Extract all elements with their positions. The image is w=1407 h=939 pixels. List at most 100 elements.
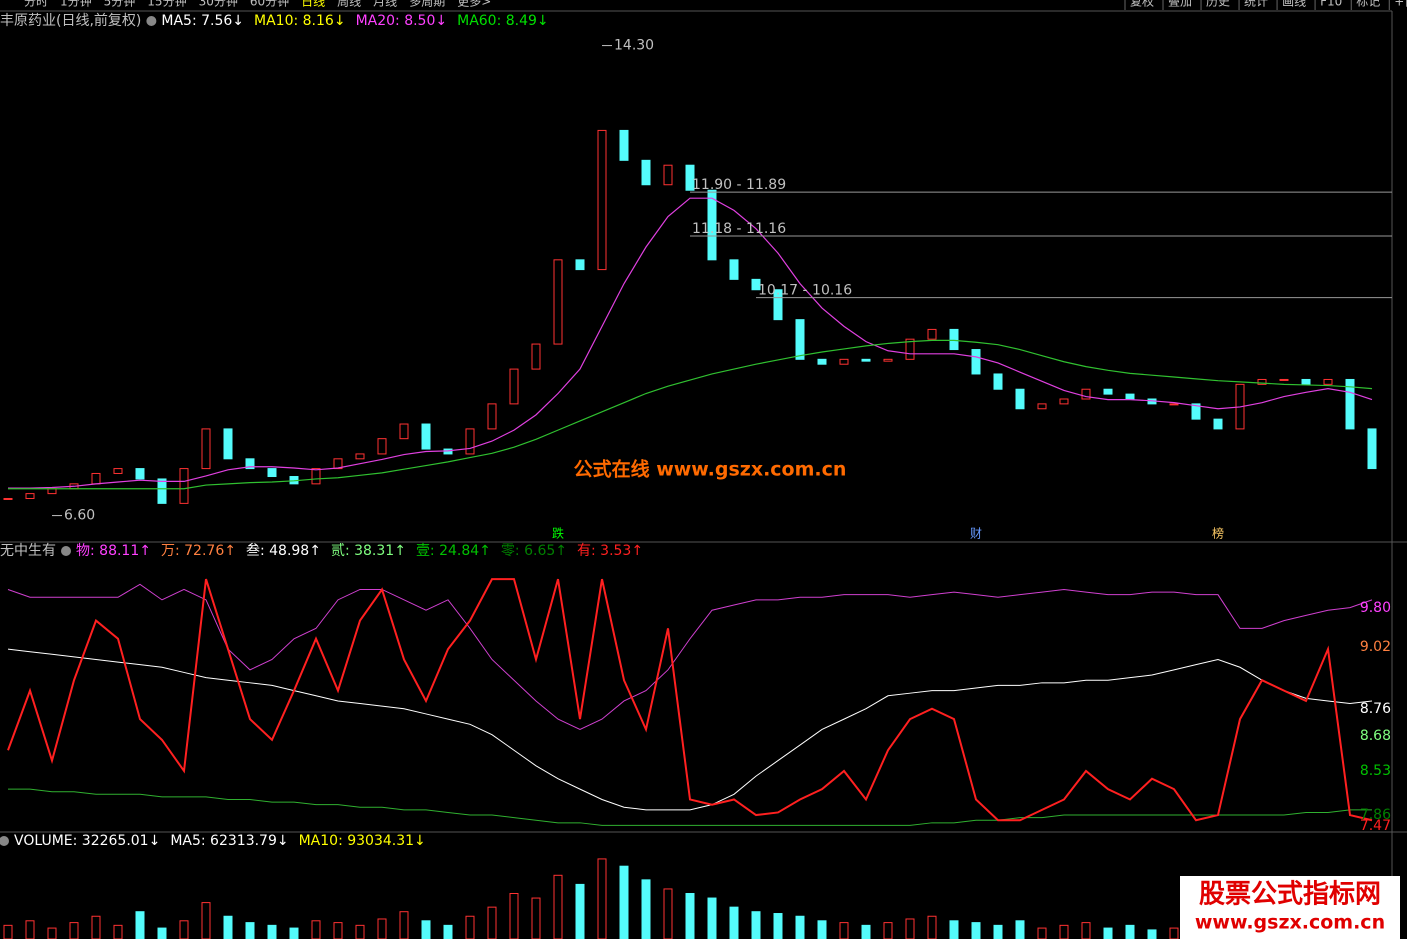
end-label: 9.02 (1360, 639, 1391, 655)
toolbar-tab[interactable]: 日线 (301, 0, 325, 9)
toolbar-button[interactable]: 标记 (1356, 0, 1380, 9)
price-level-label: 11.18 - 11.16 (692, 221, 786, 237)
volume-bar (487, 906, 497, 939)
volume-bar (465, 915, 475, 939)
toolbar-tab[interactable]: 15分钟 (147, 0, 186, 9)
candle (619, 129, 629, 161)
volume-bar (3, 924, 13, 939)
volume-bar (949, 920, 959, 939)
volume-bar (377, 918, 387, 939)
toolbar-button[interactable]: 叠加 (1168, 0, 1192, 9)
candle (1191, 403, 1201, 420)
toolbar-button[interactable]: F10 (1320, 0, 1342, 9)
volume-bar (223, 915, 233, 939)
candle (641, 159, 651, 186)
legend-entry: VOLUME: 32265.01↓ (14, 833, 160, 849)
toolbar-tab[interactable]: 5分钟 (104, 0, 136, 9)
candle (817, 358, 827, 365)
volume-bar (135, 911, 145, 939)
toolbar-tab[interactable]: 月线 (373, 0, 397, 9)
candle (47, 488, 57, 495)
legend-entry: 万: 72.76↑ (161, 543, 236, 559)
toolbar-tab[interactable]: 1分钟 (60, 0, 92, 9)
volume-bar (1081, 922, 1091, 939)
legend-entry: 物: 88.11↑ (76, 543, 151, 559)
toolbar-tab[interactable]: 30分钟 (199, 0, 238, 9)
panel-toggle[interactable] (61, 546, 71, 556)
panel-toggle[interactable] (146, 16, 157, 26)
volume-bar (47, 927, 57, 939)
candle (1125, 393, 1135, 400)
candle (421, 423, 431, 450)
volume-bar (289, 927, 299, 939)
candle (729, 259, 739, 280)
end-label: 9.80 (1360, 600, 1391, 616)
volume-bar (641, 879, 651, 939)
candle (157, 478, 167, 504)
extreme-label: 6.60 (64, 508, 95, 524)
extreme-label: 14.30 (614, 38, 654, 54)
price-level-label: 11.90 - 11.89 (692, 177, 786, 193)
indicator-line (7, 578, 1373, 822)
toolbar-button[interactable]: +自选 (1394, 0, 1407, 9)
candle (949, 328, 959, 351)
candle (311, 468, 321, 485)
legend-entry: 零: 6.65↑ (501, 543, 567, 559)
watermark-title: 股票公式指标网 (1199, 880, 1381, 910)
volume-bar (179, 920, 189, 939)
candle (1169, 403, 1179, 406)
volume-bar (773, 913, 783, 939)
volume-bar (817, 920, 827, 939)
event-marker[interactable]: 财 (970, 527, 982, 541)
event-marker[interactable]: 榜 (1212, 526, 1224, 541)
panel-title: 无中生有 (0, 543, 56, 559)
volume-bar (355, 924, 365, 939)
toolbar-tab[interactable]: 多周期 (409, 0, 445, 9)
volume-bar (91, 915, 101, 939)
candle (751, 278, 761, 291)
toolbar-button[interactable]: 历史 (1206, 0, 1230, 9)
volume-bar (113, 924, 123, 939)
site-watermark: 公式在线 www.gszx.com.cn (574, 458, 847, 481)
volume-bar (1125, 924, 1135, 939)
candle (861, 358, 871, 362)
volume-bar (1015, 920, 1025, 939)
toolbar-tab[interactable]: 分时 (24, 0, 48, 9)
toolbar-button[interactable]: 复权 (1130, 0, 1154, 9)
toolbar-tab[interactable]: 周线 (337, 0, 361, 9)
candle (597, 129, 607, 271)
candle (355, 453, 365, 460)
volume-bar (971, 922, 981, 939)
volume-bar (311, 920, 321, 939)
candle (531, 343, 541, 370)
volume-bar (927, 915, 937, 939)
volume-bar (531, 897, 541, 939)
volume-bar (707, 897, 717, 939)
legend-entry: MA10: 93034.31↓ (299, 833, 426, 849)
end-label: 8.76 (1360, 701, 1391, 717)
candle (91, 472, 101, 485)
candle (465, 428, 475, 455)
candle (3, 497, 13, 500)
panel-toggle[interactable] (0, 836, 9, 846)
volume-bar (267, 924, 277, 939)
candle (663, 164, 673, 186)
candle (993, 373, 1003, 390)
candle (773, 289, 783, 321)
indicator-line (7, 583, 1373, 731)
end-label: 8.68 (1360, 728, 1391, 744)
toolbar-button[interactable]: 画线 (1282, 0, 1306, 9)
event-marker[interactable]: 跌 (552, 526, 564, 541)
candle (905, 338, 915, 360)
volume-bar (575, 883, 585, 939)
toolbar-tab[interactable]: 更多> (457, 0, 491, 9)
volume-bar (157, 927, 167, 939)
toolbar-tab[interactable]: 60分钟 (250, 0, 289, 9)
candle (1323, 378, 1333, 385)
candle (1213, 418, 1223, 430)
toolbar-button[interactable]: 统计 (1244, 0, 1268, 9)
candle (399, 423, 409, 440)
candle (1367, 428, 1377, 470)
